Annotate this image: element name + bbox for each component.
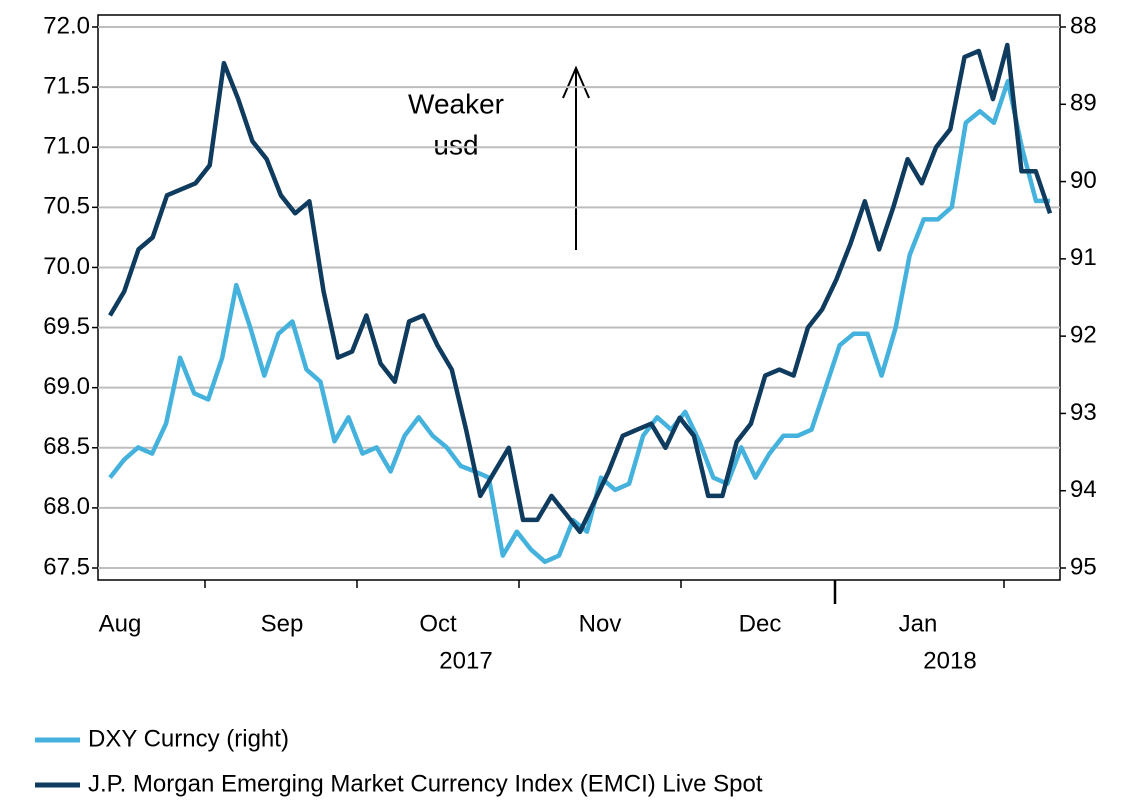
arrow bbox=[562, 65, 590, 250]
y-tick-label: 72.0 bbox=[43, 12, 90, 39]
y2-tick-label: 94 bbox=[1070, 476, 1097, 503]
x-tick-label: Oct bbox=[419, 610, 457, 637]
y-tick-label: 69.0 bbox=[43, 373, 90, 400]
series-line bbox=[108, 78, 1050, 565]
x-tick-label: Jan bbox=[899, 610, 938, 637]
y-tick-label: 70.5 bbox=[43, 193, 90, 220]
legend-label: J.P. Morgan Emerging Market Currency Ind… bbox=[88, 770, 763, 797]
y-tick-label: 70.0 bbox=[43, 253, 90, 280]
y2-tick-label: 88 bbox=[1070, 12, 1097, 39]
y2-tick-label: 95 bbox=[1070, 553, 1097, 580]
y2-tick-label: 89 bbox=[1070, 90, 1097, 117]
plot-frame bbox=[97, 14, 1061, 581]
y-tick-label: 71.5 bbox=[43, 72, 90, 99]
legend-label: DXY Curncy (right) bbox=[88, 725, 289, 752]
year-label: 2017 bbox=[439, 647, 492, 674]
year-label: 2018 bbox=[923, 647, 976, 674]
y2-tick-label: 92 bbox=[1070, 321, 1097, 348]
annotation: Weaker bbox=[408, 88, 504, 119]
y-tick-label: 68.5 bbox=[43, 433, 90, 460]
annotation: usd bbox=[433, 129, 478, 160]
y-tick-label: 68.0 bbox=[43, 493, 90, 520]
x-tick-label: Dec bbox=[739, 610, 782, 637]
series-line bbox=[108, 42, 1053, 535]
y-tick-label: 69.5 bbox=[43, 313, 90, 340]
y2-tick-label: 93 bbox=[1070, 399, 1097, 426]
y-tick-label: 67.5 bbox=[43, 553, 90, 580]
x-tick-label: Aug bbox=[99, 610, 142, 637]
y2-tick-label: 91 bbox=[1070, 244, 1097, 271]
y-tick-label: 71.0 bbox=[43, 133, 90, 160]
y2-tick-label: 90 bbox=[1070, 167, 1097, 194]
x-tick-label: Sep bbox=[261, 610, 304, 637]
x-tick-label: Nov bbox=[579, 610, 622, 637]
